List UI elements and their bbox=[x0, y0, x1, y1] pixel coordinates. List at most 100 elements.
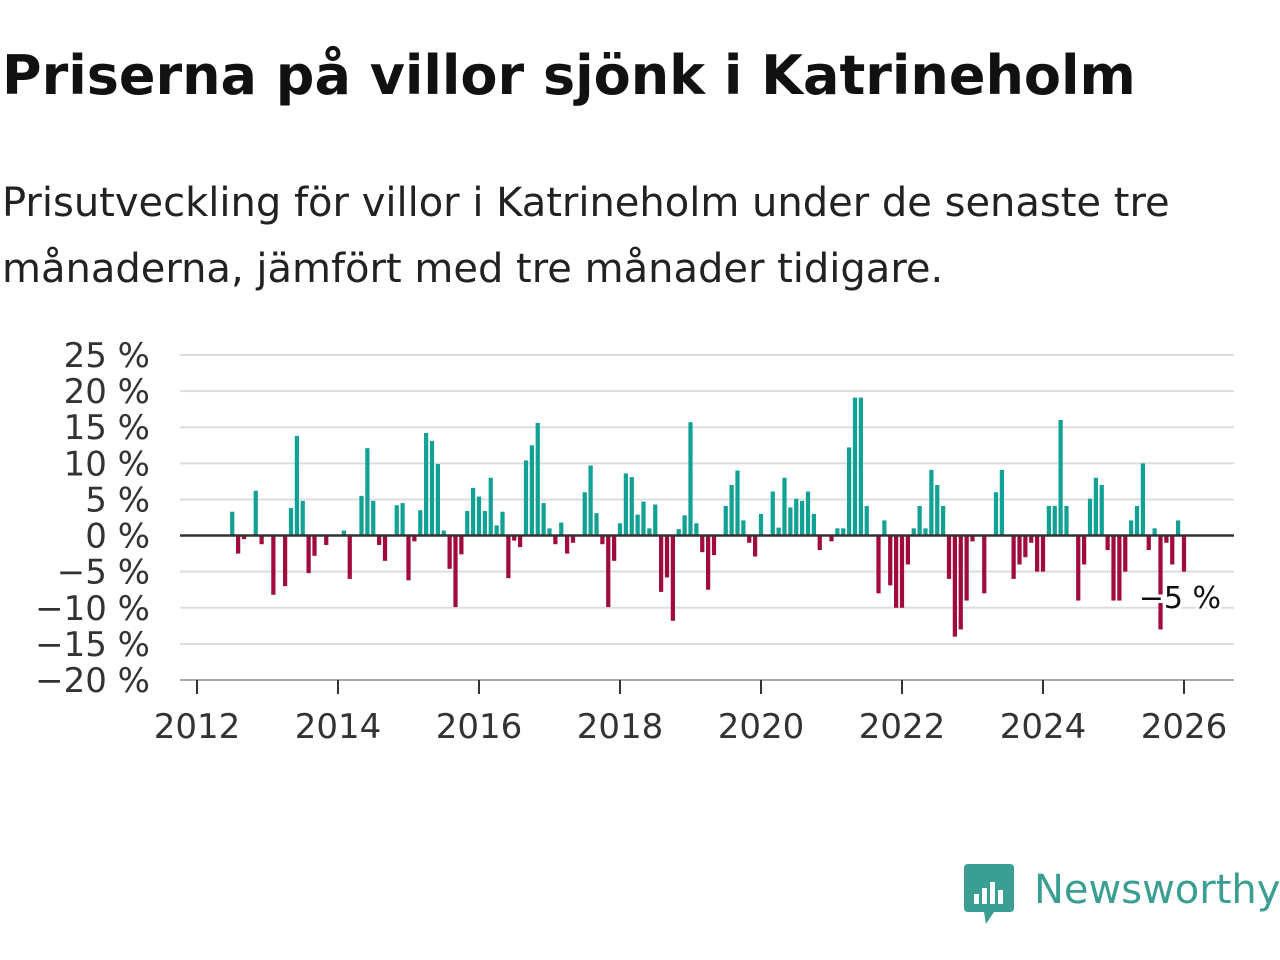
bar bbox=[1111, 535, 1116, 601]
bar bbox=[459, 535, 464, 555]
bar bbox=[400, 503, 405, 536]
newsworthy-logo: Newsworthy bbox=[964, 864, 1280, 928]
y-tick-label: 20 % bbox=[64, 372, 150, 412]
bar bbox=[488, 477, 493, 536]
bar bbox=[565, 535, 570, 554]
bar bbox=[982, 535, 987, 594]
bar bbox=[1134, 505, 1140, 536]
bar bbox=[659, 535, 664, 592]
bar bbox=[700, 535, 705, 553]
bar bbox=[600, 535, 605, 545]
bar bbox=[1035, 535, 1040, 572]
bar bbox=[424, 433, 429, 536]
bar bbox=[753, 535, 758, 557]
bar bbox=[465, 511, 470, 536]
bar bbox=[993, 492, 999, 536]
bar bbox=[1129, 520, 1134, 536]
bar bbox=[306, 535, 311, 574]
bar bbox=[676, 529, 681, 536]
bar bbox=[847, 447, 852, 536]
y-tick-label: −15 % bbox=[35, 625, 150, 665]
bar bbox=[864, 505, 869, 536]
bar bbox=[747, 535, 752, 543]
bars bbox=[230, 397, 1187, 637]
bar bbox=[382, 535, 388, 561]
x-tick-label: 2026 bbox=[1141, 707, 1228, 747]
bar bbox=[811, 513, 816, 536]
bar bbox=[588, 465, 593, 536]
bar bbox=[283, 535, 288, 587]
bar bbox=[288, 508, 294, 536]
bar bbox=[1058, 420, 1063, 536]
bar bbox=[341, 530, 346, 536]
bar bbox=[1146, 535, 1151, 550]
bar bbox=[664, 535, 670, 578]
bar bbox=[888, 535, 893, 586]
bar bbox=[300, 500, 305, 536]
bar bbox=[946, 535, 952, 579]
bar bbox=[1082, 535, 1087, 565]
bar bbox=[441, 530, 446, 536]
bar bbox=[241, 535, 247, 540]
bar bbox=[371, 500, 376, 536]
bar bbox=[529, 445, 534, 536]
bar bbox=[606, 535, 611, 608]
bar bbox=[377, 535, 382, 545]
bar bbox=[923, 528, 928, 536]
bar bbox=[312, 535, 317, 556]
bar bbox=[935, 485, 940, 536]
bar bbox=[1099, 485, 1104, 536]
bar bbox=[917, 505, 922, 536]
bar bbox=[471, 487, 476, 536]
bar bbox=[594, 513, 599, 536]
x-tick-label: 2016 bbox=[436, 707, 523, 747]
bar bbox=[236, 535, 241, 554]
bar bbox=[711, 535, 717, 556]
bar bbox=[958, 535, 963, 630]
bar bbox=[688, 422, 693, 536]
bar bbox=[858, 397, 863, 536]
bar bbox=[1046, 505, 1051, 536]
x-tick-label: 2024 bbox=[1000, 707, 1087, 747]
bar bbox=[1181, 535, 1187, 572]
bar bbox=[365, 448, 370, 536]
bar bbox=[817, 535, 822, 550]
bar bbox=[735, 470, 740, 536]
bar bbox=[559, 522, 564, 536]
bar bbox=[882, 520, 887, 536]
bar bbox=[841, 528, 846, 536]
bar bbox=[653, 504, 658, 536]
bar bbox=[1029, 535, 1034, 543]
last-value-label: −5 % bbox=[1139, 581, 1221, 616]
bar bbox=[706, 535, 711, 590]
bar bbox=[1011, 535, 1016, 579]
bar bbox=[406, 535, 411, 581]
bar bbox=[482, 511, 487, 536]
bar bbox=[694, 523, 699, 536]
bar bbox=[582, 492, 587, 536]
bar bbox=[788, 507, 793, 536]
bar bbox=[1105, 535, 1110, 550]
bar bbox=[553, 535, 558, 545]
bar bbox=[970, 535, 975, 542]
bar bbox=[952, 535, 957, 637]
brand-name: Newsworthy bbox=[1034, 867, 1280, 913]
bar bbox=[964, 535, 969, 601]
bar bbox=[1164, 535, 1169, 543]
bar bbox=[453, 535, 458, 608]
bar bbox=[682, 515, 687, 536]
bar bbox=[1117, 535, 1122, 601]
bar bbox=[899, 535, 905, 608]
bar bbox=[429, 440, 435, 536]
bar bbox=[494, 525, 499, 536]
newsworthy-logo-icon bbox=[964, 864, 1014, 924]
bar bbox=[617, 523, 623, 536]
bar bbox=[1158, 535, 1163, 630]
bar bbox=[518, 535, 523, 548]
y-axis-labels: 25 %20 %15 %10 %5 %0 %−5 %−10 %−15 %−20 … bbox=[35, 336, 150, 701]
bar bbox=[635, 514, 640, 536]
bar bbox=[535, 422, 540, 536]
bar bbox=[905, 535, 910, 565]
y-tick-label: −20 % bbox=[35, 661, 150, 701]
bar bbox=[541, 503, 546, 536]
